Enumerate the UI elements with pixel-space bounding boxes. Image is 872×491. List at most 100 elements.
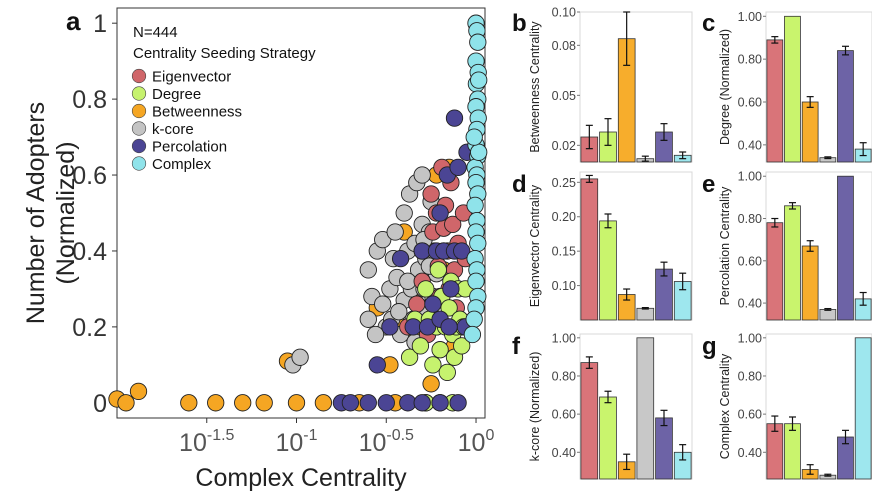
point-percolation (368, 356, 386, 374)
y-axis-label: Number of Adopters(Normalized) (22, 102, 80, 324)
point-percolation (431, 204, 449, 222)
y-tick-label: 0.2 (72, 314, 107, 342)
y-tick-label: 0.05 (552, 89, 576, 103)
x-tick-base: 10 (179, 429, 207, 457)
point-degree (429, 261, 447, 279)
plot-area (579, 333, 693, 480)
point-k-core (399, 272, 417, 290)
x-tick-exponent: 0 (485, 427, 494, 444)
point-betweenness (314, 394, 333, 412)
point-percolation (424, 295, 442, 313)
bar-k-core (636, 307, 655, 321)
point-percolation (381, 318, 399, 336)
y-tick-label: 0.20 (552, 210, 576, 224)
y-tick-label: 1.00 (552, 331, 576, 345)
point-k-core (291, 348, 309, 366)
bar-eigenvector (580, 362, 599, 480)
point-betweenness (422, 375, 440, 393)
point-k-core (386, 223, 404, 241)
point-complex (466, 196, 484, 215)
y-tick-label: 0.4 (72, 238, 107, 266)
y-tick-label: 0.40 (738, 138, 762, 152)
y-tick-label: 1.00 (738, 10, 762, 24)
y-axis-label-line1: Number of Adopters (22, 102, 50, 324)
y-axis-label: Complex Centrality (718, 353, 732, 459)
point-degree (440, 299, 458, 317)
x-tick-exponent: -0.5 (386, 427, 414, 444)
y-tick-label: 0.8 (72, 86, 107, 114)
plot-area (765, 11, 872, 163)
panel-c: c 0.40 0.60 0.80 1.00 Degree (Normalized) (702, 10, 872, 163)
legend-marker-complex (131, 156, 147, 171)
point-complex (463, 325, 482, 344)
point-betweenness (180, 394, 198, 412)
point-k-core (366, 325, 385, 344)
y-tick-label: 0.10 (552, 279, 576, 293)
legend-marker-betweenness (131, 103, 147, 119)
point-complex (465, 310, 483, 328)
legend-label-k-core: k-core (152, 121, 194, 138)
bar-k-core (819, 308, 837, 321)
point-k-core (359, 261, 377, 279)
y-tick-label: 0.80 (738, 212, 762, 226)
point-k-core (374, 230, 392, 249)
y-tick-label: 0.25 (552, 176, 576, 190)
y-axis-label: Degree (Normalized) (718, 29, 732, 145)
point-k-core (359, 310, 377, 328)
x-tick-label: 10-1 (275, 427, 317, 457)
point-betweenness (117, 394, 135, 412)
panel-label-f: f (512, 333, 521, 360)
point-percolation (391, 249, 410, 268)
plot-area (579, 171, 693, 321)
panel-f: f 0.40 0.60 0.80 1.00 k-core (Normalized) (512, 331, 693, 480)
panel-label-c: c (702, 10, 715, 37)
point-percolation (404, 318, 422, 336)
point-percolation (449, 394, 467, 412)
panel-label-g: g (702, 333, 717, 360)
y-axis-label: Percolation Centrality (718, 186, 732, 306)
y-axis-label: k-core (Normalized) (528, 352, 542, 462)
legend-label-degree: Degree (152, 86, 201, 103)
point-percolation (399, 394, 417, 412)
bar-eigenvector (580, 178, 599, 321)
bar-percolation (837, 50, 854, 163)
point-percolation (431, 394, 449, 412)
legend-marker-percolation (131, 138, 147, 154)
point-complex (465, 128, 483, 146)
point-complex (467, 272, 485, 290)
panel-label-b: b (512, 10, 527, 37)
panel-g: g 0.40 0.60 0.80 1.00 Complex Centrality (702, 331, 872, 480)
x-tick-exponent: -1 (303, 427, 317, 444)
bar-percolation (655, 268, 673, 321)
bar-percolation (837, 175, 854, 321)
point-percolation (440, 318, 458, 336)
point-betweenness (287, 394, 306, 412)
legend-marker-degree (131, 86, 147, 101)
bar-percolation (655, 417, 673, 480)
plot-area (579, 11, 693, 163)
y-tick-label: 0.60 (738, 96, 762, 110)
point-percolation (453, 242, 471, 260)
point-percolation (442, 280, 460, 298)
bar-eigenvector (766, 222, 784, 321)
panel-label-e: e (702, 171, 715, 198)
point-percolation (413, 394, 431, 412)
point-degree (438, 363, 456, 382)
y-tick-label: 0 (93, 390, 107, 418)
y-tick-label: 0.40 (552, 446, 576, 460)
y-tick-label: 0.80 (552, 369, 576, 383)
point-eigenvector (422, 185, 440, 203)
y-tick-label: 0.60 (552, 408, 576, 422)
bar-degree (784, 205, 801, 321)
y-tick-label: 0.6 (72, 162, 107, 190)
y-tick-label: 0.40 (738, 446, 762, 460)
point-k-core (374, 295, 392, 313)
bar-betweenness (801, 245, 819, 321)
point-degree (424, 356, 442, 374)
x-tick-base: 10 (275, 429, 303, 457)
point-degree (411, 337, 430, 355)
point-complex (469, 33, 487, 51)
point-k-core (413, 166, 431, 184)
